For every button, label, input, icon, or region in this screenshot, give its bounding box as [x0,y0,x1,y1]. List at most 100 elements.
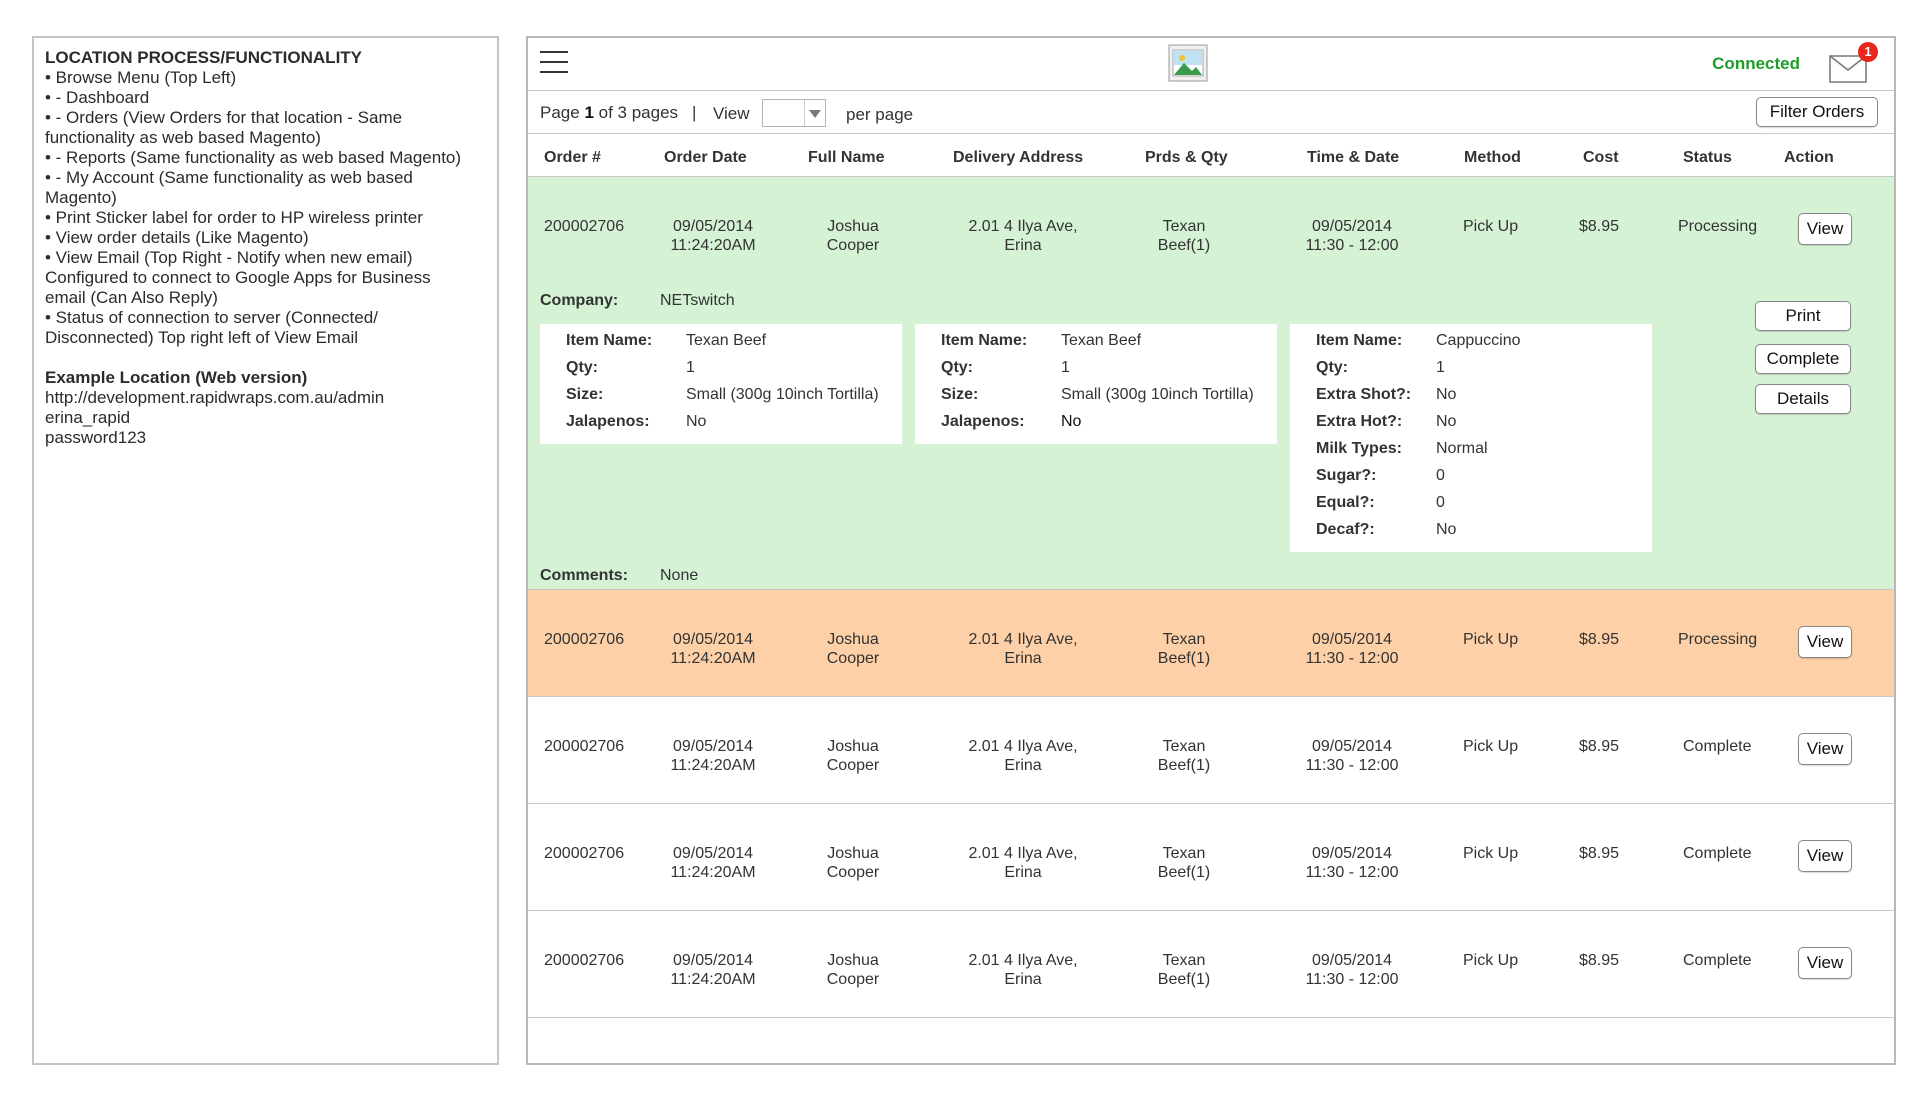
view-button[interactable]: View [1798,213,1852,245]
products-qty: Texan Beef(1) [1157,218,1211,254]
item-label: Extra Shot?: [1316,386,1412,403]
details-button[interactable]: Details [1755,384,1851,414]
col-method: Method [1464,149,1521,166]
item-value: Cappuccino [1436,332,1521,349]
item-value: No [1436,386,1457,403]
comments-label: Comments: [540,567,629,584]
table-row[interactable]: 200002706 09/05/2014 11:24:20AM Joshua Coo… [528,911,1894,1018]
view-button[interactable]: View [1798,947,1852,979]
item-label: Extra Hot?: [1316,413,1403,430]
notes-line: • - Orders (View Orders for that locatio… [45,108,403,127]
time-date: 09/05/2014 11:30 - 12:00 [1305,218,1399,254]
item-label: Size: [941,386,979,403]
method: Pick Up [1463,952,1519,969]
notes-line: Magento) [45,188,117,207]
item-card: Item Name: Cappuccino Qty: 1 Extra Shot?: N… [1290,324,1652,552]
chevron-down-icon [804,100,825,126]
products-qty: Texan Beef(1) [1157,631,1211,667]
time-date: 09/05/2014 11:30 - 12:00 [1305,845,1399,881]
col-order-date: Order Date [664,149,747,166]
print-button[interactable]: Print [1755,301,1851,331]
item-value: 1 [1436,359,1445,376]
col-action: Action [1784,149,1834,166]
item-label: Size: [566,386,604,403]
example-title: Example Location (Web version) [45,368,308,387]
notes-line: • Status of connection to server (Connec… [45,308,378,327]
cost: $8.95 [1579,845,1620,862]
notes-line: Configured to connect to Google Apps for… [45,268,431,287]
page-separator: | [692,103,697,122]
orders-app: Connected 1 Page 1 of 3 pages | View per… [526,36,1896,1065]
view-label: View [713,104,750,123]
view-button[interactable]: View [1798,733,1852,765]
item-value: 0 [1436,494,1445,511]
mail-icon[interactable] [1828,48,1872,84]
page-info: Page 1 of 3 pages [540,103,678,123]
item-card: Item Name: Texan Beef Qty: 1 Size: Small (3… [915,324,1277,444]
order-detail-panel: Company: NETswitch Item Name: Texan Beef … [528,279,1894,590]
item-value: 1 [1061,359,1070,376]
time-date: 09/05/2014 11:30 - 12:00 [1305,631,1399,667]
status: Processing [1678,631,1758,648]
notes-line: • Print Sticker label for order to HP wi… [45,208,423,227]
order-number: 200002706 [544,845,625,862]
full-name: Joshua Cooper [826,845,880,881]
order-number: 200002706 [544,738,625,755]
delivery-address: 2.01 4 Ilya Ave, Erina [968,738,1078,774]
products-qty: Texan Beef(1) [1157,738,1211,774]
item-label: Milk Types: [1316,440,1402,457]
item-card: Item Name: Texan Beef Qty: 1 Size: Small (3… [540,324,902,444]
complete-button[interactable]: Complete [1755,344,1851,374]
item-label: Decaf?: [1316,521,1375,538]
top-bar: Connected 1 [528,38,1894,91]
item-value: Texan Beef [686,332,767,349]
status: Complete [1683,952,1752,969]
image-placeholder-icon [1168,44,1208,82]
item-label: Jalapenos: [566,413,650,430]
table-row[interactable]: 200002706 09/05/2014 11:24:20AM Joshua Coo… [528,697,1894,804]
order-date: 09/05/2014 11:24:20AM [670,631,756,667]
full-name: Joshua Cooper [826,631,880,667]
col-prds-qty: Prds & Qty [1145,149,1228,166]
connection-status: Connected [1712,54,1800,73]
order-number: 200002706 [544,952,625,969]
item-label: Qty: [1316,359,1348,376]
table-row[interactable]: 200002706 09/05/2014 11:24:20AM Joshua Coo… [528,590,1894,697]
view-button[interactable]: View [1798,840,1852,872]
status: Complete [1683,738,1752,755]
table-row[interactable]: 200002706 09/05/2014 11:24:20AM Joshua Coo… [528,804,1894,911]
notes-line: • - Dashboard [45,88,150,107]
pagination-bar: Page 1 of 3 pages | View per page Filter… [528,91,1894,134]
company-value: NETswitch [660,292,735,309]
notes-line: • View order details (Like Magento) [45,228,309,247]
products-qty: Texan Beef(1) [1157,845,1211,881]
col-cost: Cost [1583,149,1619,166]
current-page: 1 [584,103,594,122]
page-total: of 3 pages [598,103,679,122]
order-number: 200002706 [544,631,625,648]
view-button[interactable]: View [1798,626,1852,658]
delivery-address: 2.01 4 Ilya Ave, Erina [968,952,1078,988]
item-label: Item Name: [941,332,1028,349]
table-row[interactable]: 200002706 09/05/2014 11:24:20AM Joshua Coo… [528,177,1894,284]
item-label: Qty: [566,359,598,376]
delivery-address: 2.01 4 Ilya Ave, Erina [968,631,1078,667]
cost: $8.95 [1579,952,1620,969]
per-page-select[interactable] [762,99,826,127]
filter-orders-button[interactable]: Filter Orders [1756,97,1878,127]
delivery-address: 2.01 4 Ilya Ave, Erina [968,218,1078,254]
table-header: Order # Order Date Full Name Delivery Ad… [528,134,1894,177]
menu-icon[interactable] [540,51,568,75]
example-username: erina_rapid [45,408,131,427]
col-time-date: Time & Date [1307,149,1400,166]
order-date: 09/05/2014 11:24:20AM [670,218,756,254]
order-date: 09/05/2014 11:24:20AM [670,952,756,988]
notes-line: • View Email (Top Right - Notify when ne… [45,248,413,267]
cost: $8.95 [1579,218,1620,235]
item-value: Small (300g 10inch Tortilla) [1061,386,1254,403]
item-value: Texan Beef [1061,332,1142,349]
order-date: 09/05/2014 11:24:20AM [670,738,756,774]
full-name: Joshua Cooper [826,738,880,774]
notes-line: • - Reports (Same functionality as web b… [45,148,462,167]
item-value: Normal [1436,440,1488,457]
